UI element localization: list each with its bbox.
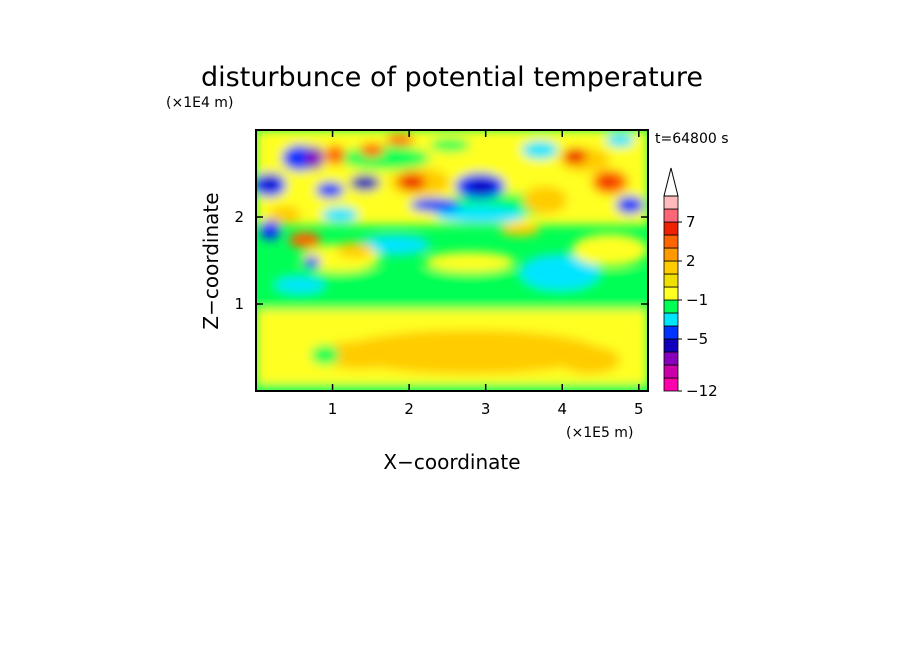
field-patch [360, 235, 430, 255]
field-patch [560, 346, 620, 374]
colorbar-swatch [663, 208, 679, 223]
field-patch [430, 138, 470, 152]
y-axis-label: Z−coordinate [199, 192, 223, 329]
field-patch [398, 174, 426, 190]
field-patch [572, 234, 648, 266]
field-patch [360, 143, 384, 157]
y-tick-label: 2 [234, 208, 244, 226]
colorbar-label: 7 [686, 213, 696, 231]
colorbar-label: −5 [686, 330, 708, 348]
field-patch [306, 146, 324, 170]
colorbar-swatch [663, 195, 679, 210]
field-patch [316, 182, 344, 198]
field-patch [304, 256, 320, 268]
field-patch [275, 277, 325, 293]
field-patch [340, 146, 430, 170]
colorbar-swatch [663, 338, 679, 353]
colorbar-swatch [663, 247, 679, 262]
colorbar-swatch [663, 234, 679, 249]
field-patch [320, 341, 400, 369]
field-patch [522, 141, 558, 159]
chart-title: disturbunce of potential temperature [201, 62, 703, 93]
y-unit-label: (×1E4 m) [166, 95, 233, 111]
x-tick-label: 1 [328, 400, 338, 418]
x-tick-label: 4 [557, 400, 567, 418]
y-axis-ticks: 12 [234, 208, 648, 313]
field-patch [256, 384, 648, 391]
field-patch [425, 252, 515, 272]
x-tick-label: 2 [404, 400, 414, 418]
field-patch [410, 198, 460, 212]
field-patch [260, 220, 280, 240]
colorbar-extend-arrow [663, 167, 679, 197]
colorbar-swatch [663, 286, 679, 301]
contour-field [256, 130, 648, 391]
x-tick-label: 5 [634, 400, 644, 418]
field-patch [500, 224, 540, 236]
field-patch [600, 176, 616, 188]
field-patch [468, 180, 496, 194]
colorbar-swatch [663, 312, 679, 327]
field-patch [340, 330, 600, 374]
colorbar-swatch [663, 299, 679, 314]
x-axis-label: X−coordinate [383, 450, 520, 474]
colorbar-label: −1 [686, 291, 708, 309]
colorbar-swatch [663, 351, 679, 366]
time-label: t=64800 s [655, 131, 729, 147]
field-patch [386, 134, 414, 146]
field-patch [435, 206, 525, 224]
colorbar-swatch [663, 221, 679, 236]
x-unit-label: (×1E5 m) [566, 425, 633, 441]
field-patch [337, 242, 373, 258]
colorbar-swatch [663, 325, 679, 340]
colorbar-label: −12 [686, 382, 718, 400]
x-axis-ticks: 1 2 3 4 5 [328, 130, 644, 418]
plot-frame [255, 129, 649, 392]
field-patch [350, 175, 380, 191]
field-patch [606, 133, 634, 147]
colorbar-swatch [663, 377, 679, 392]
field-patch [616, 196, 644, 214]
colorbar-swatch [663, 364, 679, 379]
colorbar-swatch [663, 273, 679, 288]
field-patch [322, 207, 358, 223]
x-tick-label: 3 [481, 400, 491, 418]
colorbar-label: 2 [686, 252, 696, 270]
field-patch [289, 232, 321, 248]
field-patch [311, 345, 339, 365]
field-patch [523, 186, 567, 214]
field-patch [563, 148, 587, 164]
colorbar-swatch [663, 260, 679, 275]
field-patch [269, 206, 301, 224]
colorbar: 7 2 −1 −5 −12 [663, 167, 718, 400]
field-patch [325, 145, 345, 165]
y-tick-label: 1 [234, 295, 244, 313]
field-patch [520, 254, 600, 290]
field-patch [262, 177, 278, 189]
